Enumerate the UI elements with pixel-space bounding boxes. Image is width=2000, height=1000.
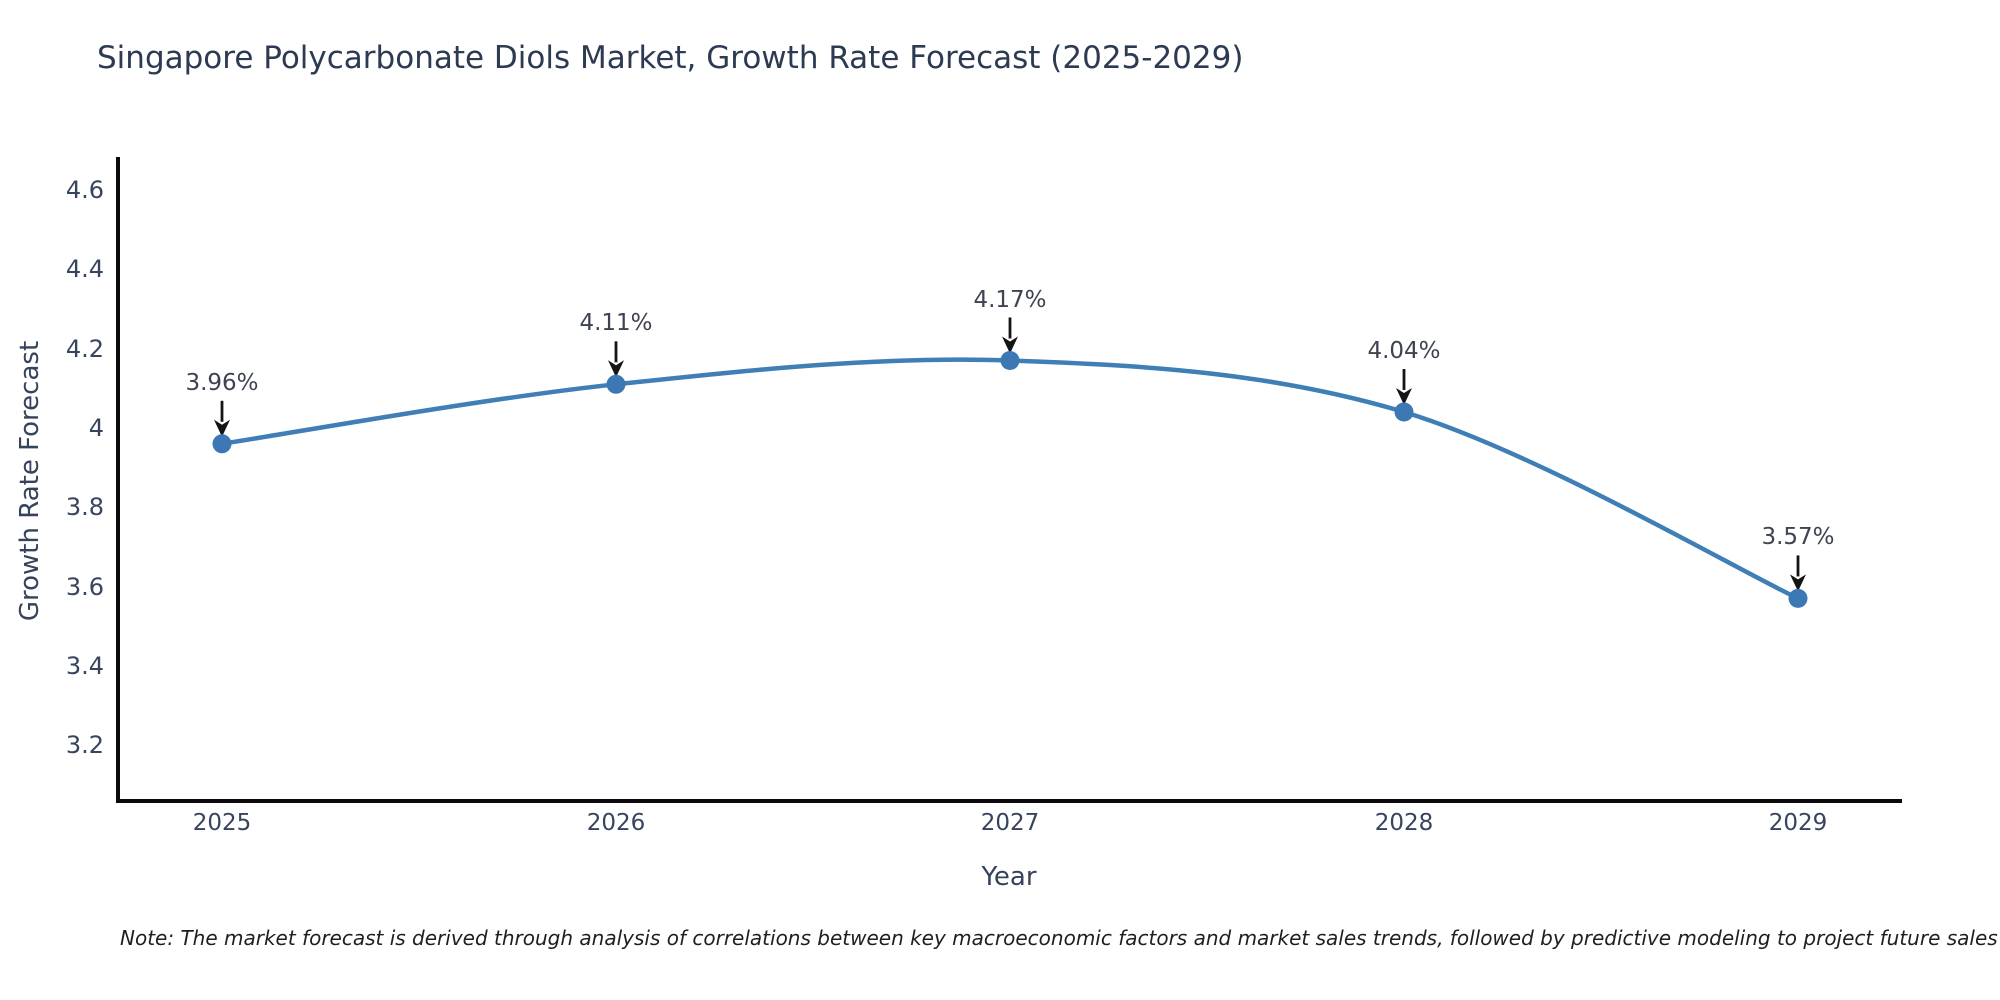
x-tick-label: 2028 xyxy=(1374,810,1434,836)
data-point-label: 4.11% xyxy=(579,310,653,337)
data-point-label: 3.57% xyxy=(1761,524,1835,551)
chart-title: Singapore Polycarbonate Diols Market, Gr… xyxy=(97,40,1244,76)
annotation-arrow-head xyxy=(214,419,230,437)
y-tick-label: 4.6 xyxy=(65,176,104,204)
annotation-arrow-head xyxy=(1396,388,1412,405)
y-tick-label: 4.4 xyxy=(65,255,104,284)
x-tick-label: 2026 xyxy=(586,810,646,836)
data-point-marker xyxy=(606,374,626,394)
y-tick-label: 3.4 xyxy=(65,651,104,680)
footnote: Note: The market forecast is derived thr… xyxy=(120,926,1998,950)
x-tick-label: 2025 xyxy=(192,810,252,836)
data-point-marker xyxy=(1394,402,1414,422)
data-point-marker xyxy=(212,434,232,454)
growth-rate-line xyxy=(219,357,1801,601)
x-tick-label: 2029 xyxy=(1768,810,1828,836)
y-tick-label: 3.2 xyxy=(65,731,104,760)
annotation-arrow-head xyxy=(1790,574,1806,592)
x-axis-title: Year xyxy=(981,862,1037,892)
x-axis-line xyxy=(116,799,1902,803)
y-tick-label: 4.2 xyxy=(65,334,104,363)
data-point-label: 3.96% xyxy=(185,369,259,396)
annotation-arrow-head xyxy=(608,360,624,378)
data-point-label: 4.04% xyxy=(1367,338,1441,364)
data-point-marker xyxy=(1788,588,1808,608)
y-tick-label: 3.8 xyxy=(65,493,104,522)
x-tick-label: 2027 xyxy=(980,810,1040,836)
y-axis-line xyxy=(116,157,120,803)
data-point-marker xyxy=(1000,351,1020,370)
y-tick-label: 3.6 xyxy=(65,572,104,601)
y-tick-label: 4 xyxy=(88,413,104,442)
annotation-arrow-head xyxy=(1002,336,1018,354)
data-point-label: 4.17% xyxy=(973,286,1047,313)
